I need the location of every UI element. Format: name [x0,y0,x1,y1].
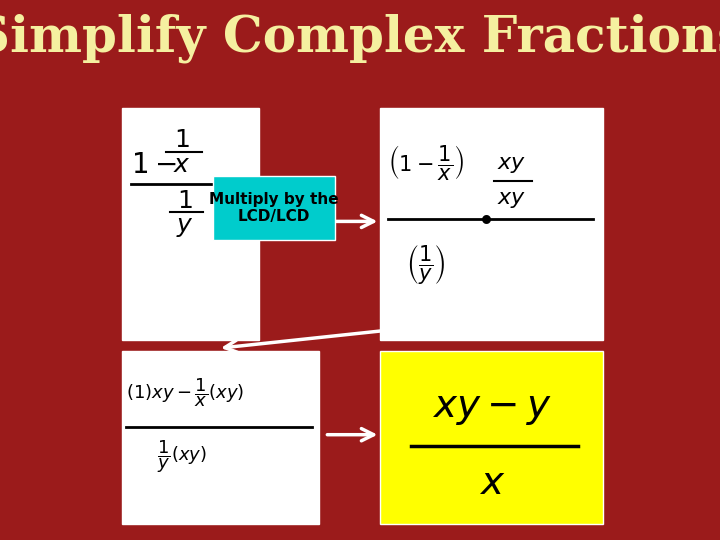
Text: $xy$: $xy$ [498,154,526,175]
Text: $1-$: $1-$ [131,151,176,179]
Text: Simplify Complex Fractions: Simplify Complex Fractions [0,13,720,63]
Text: $(1)xy - \dfrac{1}{x}(xy)$: $(1)xy - \dfrac{1}{x}(xy)$ [126,377,244,409]
Text: $xy$: $xy$ [498,190,526,210]
Text: $xy - y$: $xy - y$ [431,389,552,427]
FancyBboxPatch shape [213,176,335,240]
Text: Multiply by the
LCD/LCD: Multiply by the LCD/LCD [209,192,338,224]
FancyBboxPatch shape [122,351,320,524]
Text: $x$: $x$ [479,464,505,502]
FancyBboxPatch shape [380,108,603,340]
Text: $\bullet$: $\bullet$ [476,204,492,233]
Text: $x$: $x$ [173,153,191,177]
Text: $y$: $y$ [176,215,194,239]
Text: $\left(\dfrac{1}{y}\right)$: $\left(\dfrac{1}{y}\right)$ [405,243,446,286]
Text: $1$: $1$ [177,189,193,213]
Text: $\dfrac{1}{y}(xy)$: $\dfrac{1}{y}(xy)$ [158,438,207,475]
FancyBboxPatch shape [122,108,258,340]
Text: $1$: $1$ [174,129,189,152]
FancyBboxPatch shape [380,351,603,524]
Text: $\left(1-\dfrac{1}{x}\right)$: $\left(1-\dfrac{1}{x}\right)$ [388,143,464,181]
